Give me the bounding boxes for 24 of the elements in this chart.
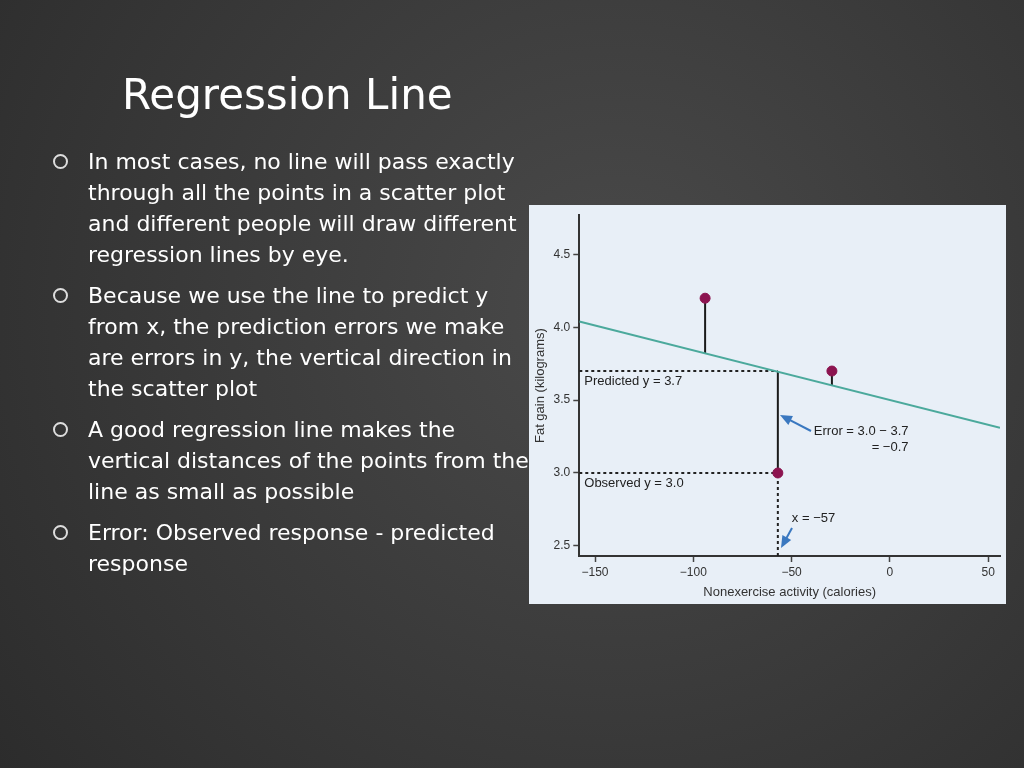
y-tick-label: 3.0 bbox=[553, 465, 571, 480]
point bbox=[699, 292, 711, 304]
annotation: Error = 3.0 − 3.7 = −0.7 bbox=[813, 422, 909, 454]
text: Error: Observed response - predicted response bbox=[88, 520, 495, 576]
chart-title: Regression Line bbox=[122, 70, 453, 119]
x-tick-label: 50 bbox=[981, 564, 996, 579]
x-tick-label: −100 bbox=[679, 564, 708, 579]
y-axis-title: Fat gain (kilograms) bbox=[532, 328, 548, 444]
x-tick-label: 0 bbox=[886, 564, 894, 579]
y-tick-label: 4.0 bbox=[553, 319, 571, 334]
y-tick-label: 4.5 bbox=[553, 246, 571, 261]
ref-line-label: x = −57 bbox=[791, 510, 836, 526]
ref-line-label: Observed y = 3.0 bbox=[584, 475, 684, 491]
point bbox=[772, 467, 784, 479]
x-axis-title: Nonexercise activity (calories) bbox=[703, 583, 876, 599]
y-tick-label: 3.5 bbox=[553, 392, 571, 407]
ref-line-label: Predicted y = 3.7 bbox=[584, 373, 683, 389]
y-tick-label: 2.5 bbox=[553, 538, 571, 553]
point bbox=[826, 365, 838, 377]
text: Because we use the line to predict y from x, the prediction errors we make are errors in y, the vertical direction in the scatter plot bbox=[88, 283, 512, 401]
text: A good regression line makes the vertical distances of the points from the line as small as possible bbox=[88, 417, 529, 504]
x-tick-label: −150 bbox=[581, 564, 609, 579]
text: In most cases, no line will pass exactly through all the points in a scatter plot and different people will draw different regression lines by eye. bbox=[88, 149, 517, 267]
x-tick-label: −50 bbox=[781, 564, 803, 579]
